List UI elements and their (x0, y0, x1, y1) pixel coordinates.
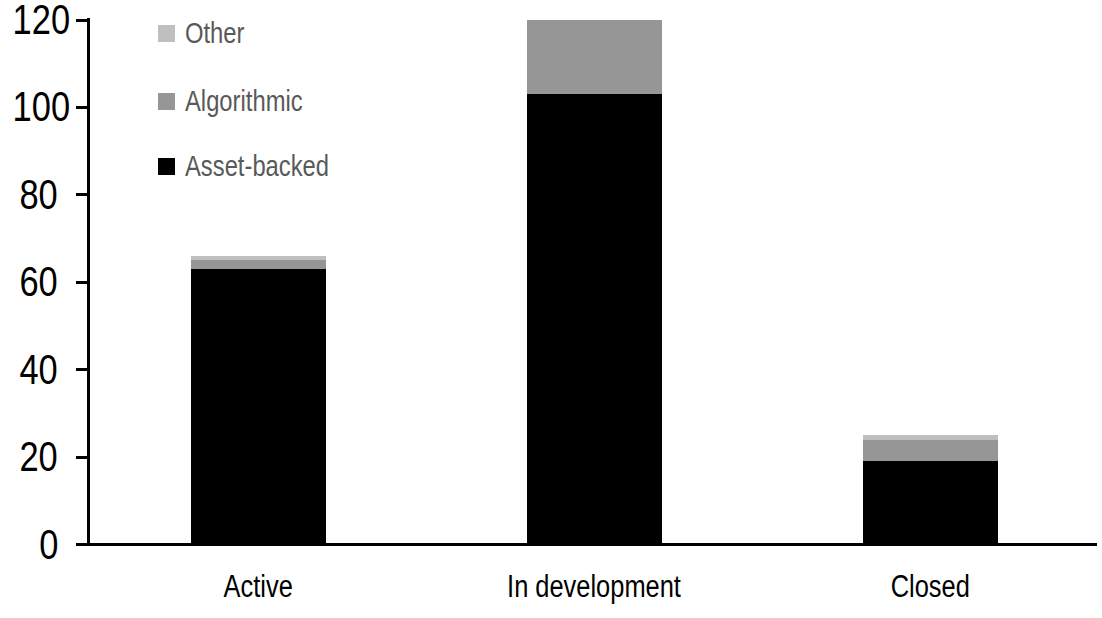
label-text: Active (223, 566, 292, 608)
x-category-label-in-development: In development (426, 566, 762, 608)
y-tick-label-20: 20 (0, 436, 58, 478)
label-text: 40 (20, 349, 58, 391)
y-axis-tick (76, 106, 88, 109)
legend-swatch-algorithmic (158, 93, 175, 110)
label-text: 60 (20, 261, 58, 303)
y-axis-tick (76, 456, 88, 459)
y-tick-label-40: 40 (0, 349, 58, 391)
y-axis-tick (76, 368, 88, 371)
label-text: 20 (20, 436, 58, 478)
bar-segment-asset-backed-in-development (527, 94, 662, 544)
legend-label-algorithmic: Algorithmic (185, 86, 328, 116)
legend-label-asset-backed: Asset-backed (185, 151, 361, 181)
y-tick-label-100: 100 (0, 86, 58, 128)
label-text: In development (507, 566, 681, 608)
stacked-bar-chart-figure: 0 20 40 60 80 100 120 Active In development Close… (0, 0, 1102, 618)
y-axis-tick (76, 19, 88, 22)
legend-swatch-other (158, 25, 175, 42)
bar-segment-algorithmic-active (191, 260, 326, 269)
label-text: Other (185, 18, 244, 48)
label-text: Algorithmic (185, 86, 303, 116)
label-text: 100 (13, 86, 70, 128)
y-tick-label-80: 80 (0, 174, 58, 216)
y-tick-label-60: 60 (0, 261, 58, 303)
label-text: Asset-backed (185, 151, 329, 181)
y-tick-label-120: 120 (0, 0, 58, 41)
label-text: Closed (890, 566, 969, 608)
legend-swatch-asset-backed (158, 158, 175, 175)
bar-segment-other-closed (863, 435, 998, 439)
label-text: 80 (20, 174, 58, 216)
legend-item-algorithmic: Algorithmic (158, 86, 328, 116)
legend-item-asset-backed: Asset-backed (158, 151, 361, 181)
y-axis-tick (76, 193, 88, 196)
y-axis-tick (76, 543, 88, 546)
label-text: 120 (13, 0, 70, 41)
y-axis-tick (76, 281, 88, 284)
bar-segment-asset-backed-closed (863, 461, 998, 544)
legend-label-other: Other (185, 18, 258, 48)
y-tick-label-0: 0 (0, 524, 58, 566)
x-category-label-active: Active (90, 566, 426, 608)
x-category-label-closed: Closed (762, 566, 1098, 608)
bar-segment-algorithmic-in-development (527, 20, 662, 94)
legend-item-other: Other (158, 18, 258, 48)
bar-segment-other-active (191, 256, 326, 260)
bar-segment-algorithmic-closed (863, 440, 998, 462)
bar-segment-asset-backed-active (191, 269, 326, 544)
label-text: 0 (39, 524, 58, 566)
